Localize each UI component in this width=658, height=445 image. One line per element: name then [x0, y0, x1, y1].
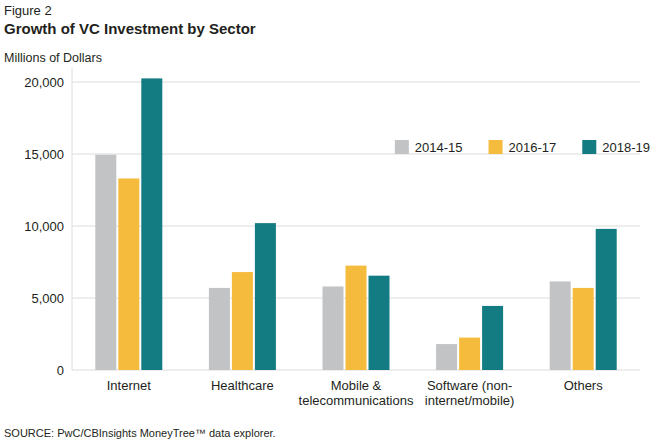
y-axis-label: Millions of Dollars — [4, 51, 102, 65]
y-tick-label: 20,000 — [24, 75, 64, 90]
x-tick-label: Software (non-internet/mobile) — [425, 378, 515, 408]
bar — [323, 286, 344, 370]
bar — [141, 78, 162, 370]
y-tick-label: 15,000 — [24, 147, 64, 162]
bar — [232, 272, 253, 370]
bar — [346, 266, 367, 370]
bar — [436, 344, 457, 370]
bars — [95, 78, 616, 370]
x-tick-label: Healthcare — [211, 378, 274, 393]
bar — [118, 178, 139, 370]
x-tick-label: Others — [564, 378, 604, 393]
figure-label: Figure 2 — [4, 3, 52, 18]
legend-label: 2014-15 — [415, 140, 463, 155]
legend-label: 2016-17 — [509, 140, 557, 155]
bar — [369, 276, 390, 370]
legend-swatch — [395, 140, 409, 154]
legend: 2014-15 2016-17 2018-19 — [395, 140, 650, 155]
bar — [255, 223, 276, 370]
legend-swatch — [489, 140, 503, 154]
legend-label: 2018-19 — [602, 140, 650, 155]
y-axis-line — [72, 68, 73, 370]
bar — [482, 306, 503, 370]
chart: Figure 2 Growth of VC Investment by Secto… — [0, 0, 658, 445]
bar — [573, 288, 594, 370]
y-tick-label: 10,000 — [24, 219, 64, 234]
x-tick-label: Mobile &telecommunications — [299, 378, 414, 408]
bar — [596, 229, 617, 370]
bar — [459, 338, 480, 370]
title: Growth of VC Investment by Sector — [4, 20, 256, 37]
legend-swatch — [582, 140, 596, 154]
bar — [209, 288, 230, 370]
bar — [550, 281, 571, 370]
y-tick-label: 5,000 — [31, 291, 64, 306]
bar — [95, 155, 116, 370]
y-tick-label: 0 — [57, 363, 64, 378]
source: SOURCE: PwC/CBInsights MoneyTree™ data e… — [4, 427, 276, 439]
x-tick-label: Internet — [107, 378, 151, 393]
